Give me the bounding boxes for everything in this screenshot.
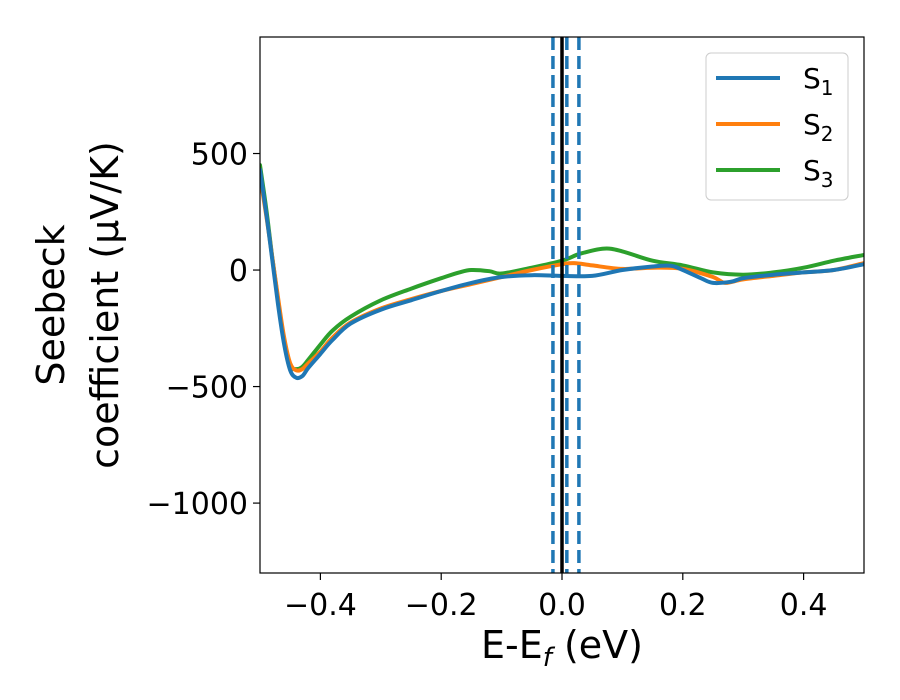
y-axis-label-line2: coefficient (μV/K) <box>83 141 127 469</box>
plot-area <box>260 37 864 573</box>
y-axis-label: Seebeck coefficient (μV/K) <box>29 141 127 469</box>
x-tick-label: −0.4 <box>284 588 357 623</box>
legend-label-s2: S2 <box>803 108 834 146</box>
x-tick-label: 0.0 <box>538 588 586 623</box>
x-axis-label-unit: (eV) <box>552 623 643 667</box>
y-tick-label: −500 <box>166 371 248 406</box>
x-tick-label: 0.4 <box>780 588 828 623</box>
legend-box <box>705 52 849 201</box>
y-axis-label-line1: Seebeck <box>29 224 73 385</box>
series-line-s1 <box>260 167 864 381</box>
y-tick-label: 0 <box>229 254 248 289</box>
y-tick-label: 500 <box>191 138 248 173</box>
x-axis-label: E-Ef (eV) <box>481 623 643 673</box>
x-axis-label-main: E-E <box>481 623 543 667</box>
legend-label-s1: S1 <box>803 62 834 100</box>
x-tick-label: −0.2 <box>405 588 478 623</box>
y-tick-label: −1000 <box>147 487 248 522</box>
legend: S1 S2 S3 <box>705 52 849 201</box>
legend-label-s3: S3 <box>803 154 834 192</box>
x-tick-label: 0.2 <box>659 588 707 623</box>
axis-ticks: −0.4 −0.2 0.0 0.2 0.4 500 0 −500 −1000 <box>147 138 828 623</box>
